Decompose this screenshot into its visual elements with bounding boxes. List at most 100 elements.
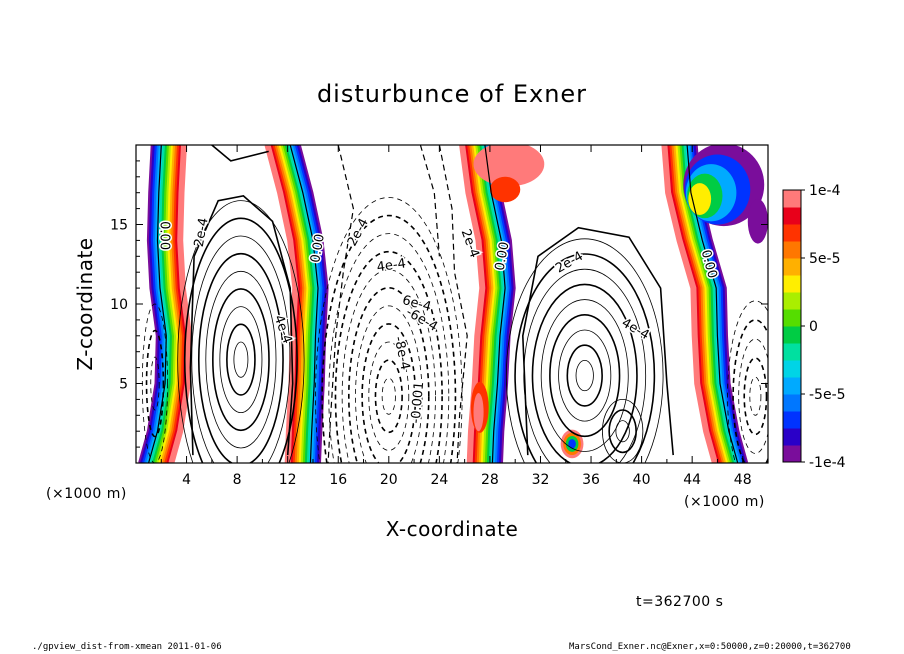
positive-contour — [558, 329, 612, 422]
x-tick-label: 28 — [481, 472, 499, 488]
negative-contour — [355, 305, 423, 463]
negative-contour — [145, 329, 165, 438]
plot-area: 0.00 2e-40.00 2e-44e-46e-44e-4 -6e-42e-4-8e… — [136, 145, 768, 463]
x-axis-unit-left: (×1000 m) — [46, 486, 127, 502]
colorbar-step — [783, 428, 801, 446]
plume-band — [661, 145, 718, 463]
positive-contour — [183, 217, 298, 463]
negative-contour — [374, 359, 403, 434]
contour-label: 0.00 — [308, 233, 328, 264]
positive-contour — [177, 200, 305, 463]
x-tick-label: 20 — [380, 472, 398, 488]
negative-contour — [334, 250, 443, 463]
color-blob — [473, 393, 484, 432]
positive-contour — [197, 252, 284, 463]
positive-contour — [191, 235, 291, 463]
colorbar-step — [783, 326, 801, 344]
x-tick-label: 24 — [430, 472, 448, 488]
colorbar-step — [783, 445, 801, 463]
positive-contour — [566, 344, 603, 407]
contour-label: 0.00 — [493, 241, 513, 272]
y-tick-label: 15 — [110, 218, 128, 234]
positive-contour — [189, 195, 294, 456]
contour-label: 2e-4 — [192, 217, 212, 248]
color-blob — [688, 183, 712, 215]
negative-contour — [321, 214, 457, 463]
positive-contour — [219, 306, 263, 414]
x-tick-label: 32 — [532, 472, 550, 488]
negative-contour — [341, 269, 436, 463]
x-tick-label: 8 — [233, 472, 242, 488]
negative-contour — [419, 145, 440, 257]
negative-contour — [743, 357, 768, 436]
negative-contour — [315, 197, 463, 463]
colorbar-step — [783, 258, 801, 276]
colorbar-step — [783, 360, 801, 378]
color-bands — [138, 145, 768, 463]
x-tick-label: 40 — [633, 472, 651, 488]
negative-contour — [438, 145, 468, 463]
positive-contour — [615, 420, 630, 443]
color-blob — [489, 176, 521, 203]
x-tick-label: 4 — [182, 472, 191, 488]
positive-contour — [233, 341, 249, 378]
negative-contour — [368, 341, 410, 451]
colorbar-step — [783, 343, 801, 361]
negative-contour — [381, 377, 396, 415]
positive-contour — [226, 323, 256, 396]
colorbar-step — [783, 275, 801, 293]
colorbar-step — [783, 207, 801, 225]
contour-label: 4e-4 — [376, 256, 407, 275]
y-axis: 5 10 15 — [110, 160, 768, 448]
y-tick-label: 10 — [110, 297, 128, 313]
positive-contour — [608, 409, 637, 454]
negative-contour — [361, 323, 417, 463]
time-annotation: t=362700 s — [636, 594, 724, 610]
colorbar-step — [783, 377, 801, 395]
positive-contour — [521, 226, 674, 456]
colorbar-tick-label: 0 — [809, 319, 818, 335]
negative-contour — [732, 319, 768, 463]
colorbar-step — [783, 224, 801, 242]
positive-contour — [212, 288, 270, 432]
contour-lines — [141, 145, 768, 463]
positive-contour — [602, 399, 644, 463]
colorbar-tick-label: -1e-4 — [809, 455, 846, 471]
colorbar-step — [783, 394, 801, 412]
x-tick-label: 44 — [683, 472, 701, 488]
footer-left: ./gpview_dist-from-xmean 2011-01-06 — [32, 642, 222, 652]
negative-contour — [150, 356, 160, 411]
colorbar-step — [783, 292, 801, 310]
zero-contour — [484, 145, 506, 463]
zero-contour — [289, 145, 319, 463]
color-blob — [568, 439, 576, 449]
positive-contour — [211, 145, 269, 162]
plume-band — [459, 145, 486, 463]
color-blob — [747, 199, 768, 244]
zero-contour — [686, 145, 739, 463]
negative-contour — [727, 300, 768, 463]
x-tick-label: 12 — [279, 472, 297, 488]
colorbar-tick-label: -5e-5 — [809, 387, 846, 403]
x-tick-label: 16 — [329, 472, 347, 488]
negative-contour — [328, 233, 450, 463]
negative-contour — [749, 376, 762, 416]
colorbar-tick-label: 1e-4 — [809, 183, 841, 199]
positive-contour — [531, 283, 638, 463]
zero-contour — [148, 145, 167, 463]
chart-title: disturbunce of Exner — [317, 80, 587, 108]
negative-contour — [327, 145, 355, 463]
contour-label: -0.001 — [409, 381, 428, 424]
plume-band — [168, 145, 193, 463]
positive-contour — [505, 238, 664, 463]
x-axis-label: X-coordinate — [386, 517, 519, 541]
negative-contour — [348, 287, 430, 463]
positive-contour — [540, 299, 629, 452]
x-axis-unit-right: (×1000 m) — [684, 494, 765, 510]
x-tick-label: 48 — [734, 472, 752, 488]
contour-labels: 0.00 2e-40.00 2e-44e-46e-44e-4 -6e-42e-4-8e… — [155, 215, 721, 426]
positive-contour — [514, 253, 656, 463]
color-blob — [473, 145, 545, 187]
positive-contour — [205, 270, 277, 449]
